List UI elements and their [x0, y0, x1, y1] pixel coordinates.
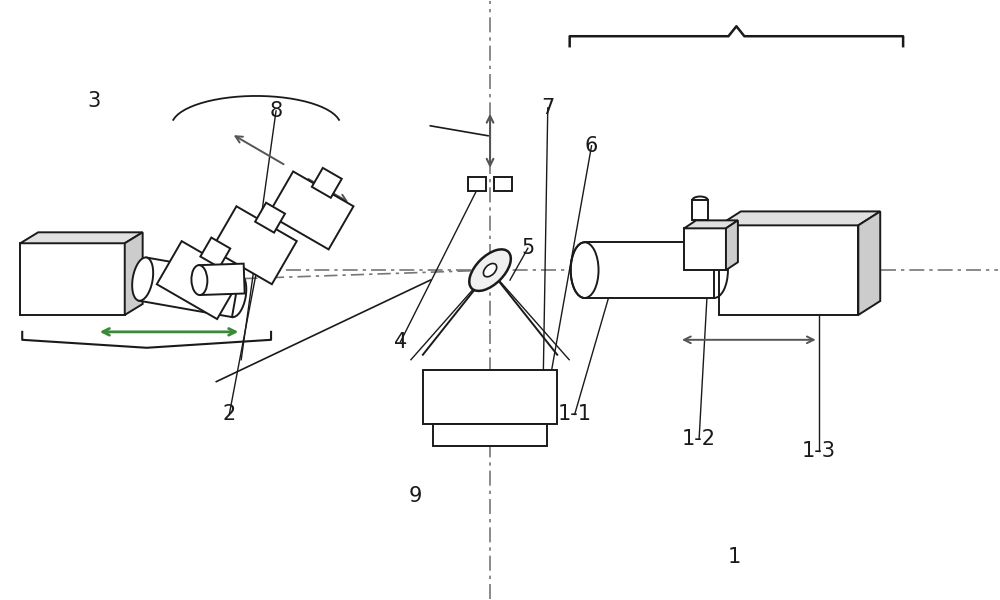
Bar — [433, 424, 547, 446]
Polygon shape — [585, 242, 714, 298]
Bar — [423, 370, 557, 424]
Ellipse shape — [191, 265, 207, 295]
Bar — [684, 229, 726, 270]
Polygon shape — [312, 168, 342, 198]
Text: 1-3: 1-3 — [802, 441, 836, 461]
Polygon shape — [255, 203, 285, 233]
Polygon shape — [726, 220, 738, 270]
Polygon shape — [684, 220, 738, 229]
Polygon shape — [858, 211, 880, 315]
Polygon shape — [157, 241, 242, 319]
Ellipse shape — [483, 263, 497, 277]
Text: 1-1: 1-1 — [558, 404, 592, 424]
Polygon shape — [200, 238, 230, 268]
Text: 5: 5 — [521, 238, 534, 258]
Text: 2: 2 — [223, 404, 236, 424]
Polygon shape — [20, 232, 143, 243]
Ellipse shape — [571, 242, 599, 298]
Polygon shape — [139, 257, 240, 317]
Polygon shape — [719, 226, 858, 315]
Text: 3: 3 — [87, 91, 101, 111]
Text: 4: 4 — [394, 332, 407, 352]
Text: 9: 9 — [409, 486, 422, 506]
Ellipse shape — [132, 257, 153, 301]
Polygon shape — [199, 263, 245, 295]
Polygon shape — [719, 211, 880, 226]
Text: 1: 1 — [727, 547, 741, 567]
Bar — [468, 176, 486, 191]
Bar — [692, 200, 708, 220]
Bar — [494, 176, 512, 191]
Text: 1-2: 1-2 — [682, 430, 716, 449]
Polygon shape — [212, 206, 297, 284]
Polygon shape — [20, 243, 125, 315]
Text: 8: 8 — [269, 101, 283, 121]
Text: 6: 6 — [585, 136, 598, 156]
Text: 7: 7 — [541, 98, 554, 118]
Ellipse shape — [469, 250, 511, 291]
Polygon shape — [268, 172, 353, 250]
Polygon shape — [125, 232, 143, 315]
